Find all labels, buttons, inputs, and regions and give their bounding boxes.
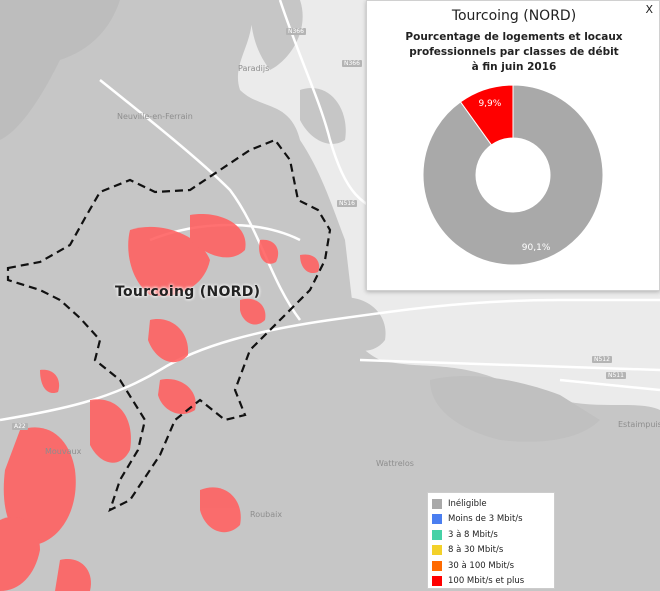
legend: Inéligible Moins de 3 Mbit/s 3 à 8 Mbit/… [427,492,555,589]
donut-label-1: 9,9% [478,99,501,109]
popup-title: Tourcoing (NORD) [451,8,577,24]
legend-swatch [432,560,442,571]
legend-label: 8 à 30 Mbit/s [448,545,504,556]
commune-boundary [6,138,332,513]
legend-swatch [432,576,442,587]
legend-item: 8 à 30 Mbit/s [432,543,550,559]
info-popup: X Tourcoing (NORD) Pourcentage de logeme… [366,0,660,291]
place-label-wattrelos: Wattrelos [376,459,414,468]
legend-swatch [432,498,442,509]
road-label: N366 [286,28,306,35]
donut-slice-1[interactable] [459,84,514,146]
road-label: N516 [337,200,357,207]
popup-subtitle: Pourcentage de logements et locaux profe… [405,31,623,73]
donut-slice-0[interactable] [422,84,604,266]
legend-label: Moins de 3 Mbit/s [448,514,523,525]
legend-item: 3 à 8 Mbit/s [432,527,550,543]
donut-chart: 90,1% 9,9% [422,84,604,266]
coverage-100mbit [0,214,320,591]
legend-label: 100 Mbit/s et plus [448,576,525,587]
legend-label: 3 à 8 Mbit/s [448,529,498,540]
place-label-estaimpuis: Estaimpuis [618,420,660,429]
legend-item: Moins de 3 Mbit/s [432,512,550,528]
place-label-neuville: Neuville-en-Ferrain [117,112,193,121]
road-label: N366 [342,60,362,67]
place-label-mouvaux: Mouvaux [45,447,82,456]
legend-swatch [432,529,442,540]
legend-label: 30 à 100 Mbit/s [448,560,515,571]
donut-label-0: 90,1% [522,243,551,253]
legend-label: Inéligible [448,498,487,509]
road-label: A22 [12,423,28,430]
legend-swatch [432,514,442,525]
place-label-roubaix: Roubaix [250,510,283,519]
legend-item: 100 Mbit/s et plus [432,574,550,590]
legend-item: 30 à 100 Mbit/s [432,558,550,574]
close-button[interactable]: X [645,3,653,16]
road-label: N511 [606,372,626,379]
legend-swatch [432,545,442,556]
legend-item: Inéligible [432,496,550,512]
city-label: Tourcoing (NORD) [115,284,261,300]
road-label: N512 [592,356,612,363]
place-label-paradijs: Paradijs [238,64,270,73]
